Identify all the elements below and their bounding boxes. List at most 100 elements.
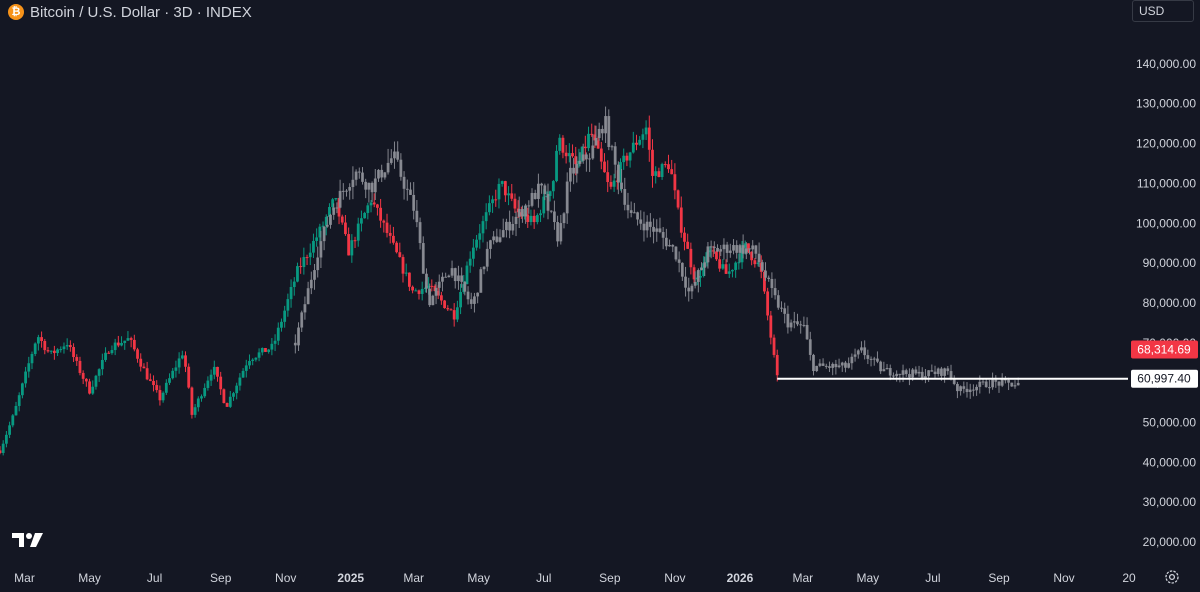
- candle-body: [775, 354, 779, 376]
- candle-body: [216, 366, 219, 377]
- candle-body: [353, 240, 357, 242]
- candle-body: [81, 372, 85, 379]
- candle-body: [644, 127, 648, 135]
- overlay-candle-body: [489, 240, 492, 249]
- currency-selector[interactable]: USD: [1132, 0, 1194, 22]
- overlay-candle-body: [824, 365, 828, 367]
- overlay-candle-body: [389, 158, 393, 163]
- candle-body: [257, 352, 261, 358]
- candle-body: [344, 222, 347, 235]
- overlay-candle-body: [482, 266, 486, 270]
- overlay-candle-body: [572, 167, 575, 174]
- overlay-candle-body: [1013, 385, 1017, 387]
- overlay-candle-body: [840, 362, 844, 366]
- candle-body: [676, 190, 680, 208]
- overlay-candle-body: [421, 243, 425, 274]
- candle-body: [286, 299, 290, 311]
- candle-body: [654, 171, 658, 176]
- x-axis-tick-label: Mar: [403, 571, 424, 585]
- candle-body: [36, 337, 40, 344]
- overlay-candle-body: [821, 363, 825, 366]
- overlay-candle-body: [898, 373, 902, 375]
- candle-body: [667, 164, 670, 170]
- candle-body: [100, 359, 104, 370]
- candle-body: [56, 349, 59, 354]
- candle-body: [715, 251, 718, 260]
- candle-body: [392, 235, 395, 243]
- y-axis-tick-label: 40,000.00: [1143, 455, 1197, 469]
- overlay-candle-body: [744, 248, 748, 254]
- candle-body: [417, 290, 421, 294]
- candle-body: [590, 133, 594, 135]
- candle-body: [123, 340, 127, 343]
- overlay-candle-body: [597, 128, 601, 139]
- overlay-candle-body: [383, 172, 387, 178]
- candle-body: [766, 291, 770, 316]
- x-axis-tick-label: Nov: [1053, 571, 1074, 585]
- overlay-candle-body: [856, 350, 860, 355]
- candle-body: [638, 139, 642, 145]
- candle-body: [449, 309, 453, 311]
- overlay-candle-body: [917, 371, 921, 374]
- candle-body: [753, 260, 757, 265]
- overlay-candle-body: [754, 245, 758, 254]
- overlay-candle-body: [623, 189, 627, 205]
- candle-body: [190, 387, 194, 415]
- overlay-candle-body: [505, 221, 508, 231]
- overlay-candle-body: [808, 339, 812, 355]
- candle-body: [769, 315, 773, 338]
- candle-body: [244, 365, 248, 371]
- gear-icon[interactable]: [1164, 569, 1180, 585]
- overlay-candle-body: [780, 307, 783, 309]
- candle-body: [161, 392, 165, 401]
- candle-body: [699, 276, 702, 278]
- candle-body: [142, 366, 146, 369]
- overlay-candle-body: [933, 371, 937, 375]
- candle-body: [395, 242, 399, 253]
- candle-body: [651, 149, 654, 176]
- overlay-candle-body: [335, 207, 339, 209]
- x-axis-tick-label: Mar: [792, 571, 813, 585]
- candle-body: [503, 181, 507, 196]
- candle-body: [609, 182, 613, 187]
- overlay-candle-body: [703, 262, 707, 268]
- candle-body: [88, 381, 91, 394]
- overlay-candle-body: [418, 222, 422, 244]
- overlay-candle-body: [517, 209, 521, 217]
- candle-body: [673, 174, 677, 191]
- overlay-candle-body: [613, 146, 617, 165]
- candle-body: [228, 396, 232, 407]
- candle-body: [455, 307, 459, 320]
- overlay-candle-body: [303, 304, 307, 313]
- candle-body: [68, 345, 72, 348]
- candle-body: [459, 291, 462, 308]
- overlay-candle-body: [409, 189, 412, 195]
- overlay-candle-body: [882, 369, 886, 372]
- overlay-candle-body: [927, 370, 931, 377]
- x-axis-tick-label: Nov: [275, 571, 296, 585]
- overlay-candle-body: [764, 270, 767, 278]
- candle-body: [660, 164, 664, 178]
- candle-body: [97, 369, 101, 376]
- candle-body: [20, 383, 24, 396]
- overlay-candle-body: [380, 169, 384, 178]
- overlay-candle-body: [402, 176, 406, 189]
- candle-body: [238, 377, 242, 386]
- candle-body: [772, 337, 776, 355]
- candle-body: [369, 202, 373, 206]
- candle-body: [148, 379, 152, 381]
- overlay-candle-body: [450, 268, 454, 276]
- overlay-candle-body: [943, 368, 947, 376]
- overlay-candle-body: [377, 169, 380, 179]
- tradingview-logo-icon[interactable]: [10, 530, 46, 550]
- candle-body: [305, 257, 309, 259]
- overlay-candle-body: [975, 386, 979, 391]
- overlay-candle-body: [847, 363, 851, 368]
- candle-body: [196, 398, 200, 408]
- overlay-candle-body: [437, 281, 441, 288]
- candle-body: [14, 405, 18, 416]
- candle-body: [740, 247, 744, 263]
- overlay-candle-body: [741, 245, 745, 254]
- candle-body: [478, 233, 482, 240]
